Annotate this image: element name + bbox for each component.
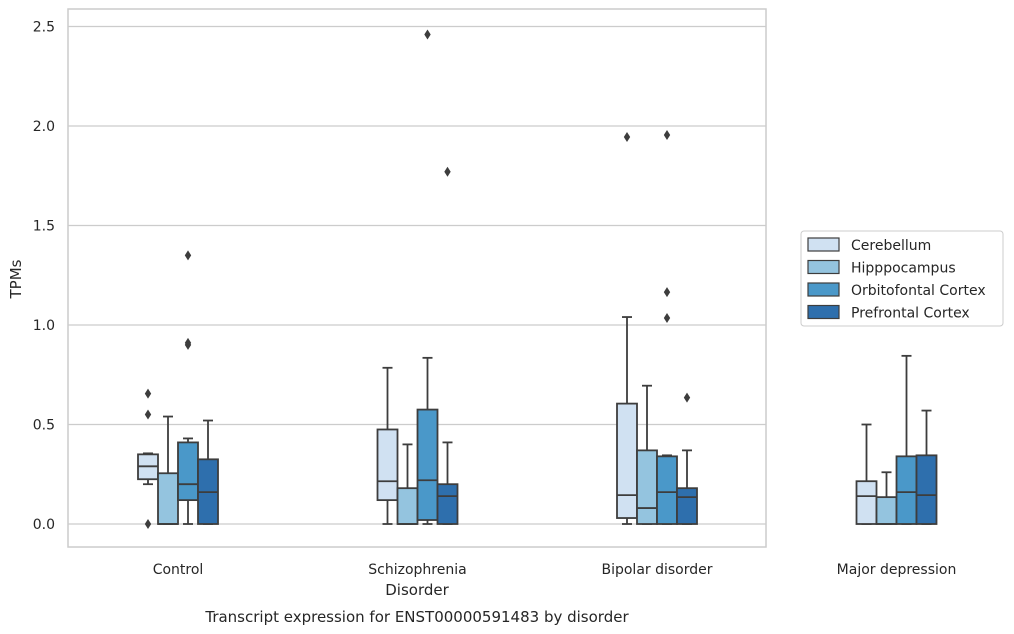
- outlier-point: [184, 250, 192, 261]
- legend: Cerebellum Hipppocampus Orbitofontal Corte…: [800, 230, 1004, 327]
- box-hipppocampus: [396, 443, 419, 525]
- plot-frame: [67, 8, 767, 548]
- outlier-point: [184, 337, 192, 348]
- chart-caption: Transcript expression for ENST0000059148…: [204, 608, 629, 626]
- outlier-point: [623, 131, 631, 142]
- x-tick-label: Control: [153, 562, 204, 578]
- outlier-point: [424, 29, 431, 40]
- box-cerebellum: [616, 131, 638, 525]
- legend-swatch: [807, 282, 840, 297]
- legend-label: Cerebellum: [851, 238, 931, 254]
- box-prefrontal-cortex: [915, 409, 938, 525]
- outlier-point: [444, 166, 451, 177]
- box-body: [875, 496, 898, 525]
- box-prefrontal-cortex: [197, 419, 219, 525]
- box-body: [636, 449, 658, 525]
- y-tick-labels: 0.0 0.5 1.0 1.5 2.0 2.5: [33, 20, 55, 534]
- legend-swatch: [807, 259, 840, 275]
- box-hipppocampus: [636, 384, 658, 525]
- legend-swatch: [807, 304, 840, 320]
- y-tick-label: 2.0: [33, 119, 55, 135]
- box-cerebellum: [137, 388, 159, 529]
- outlier-point: [683, 392, 691, 403]
- box-body: [855, 480, 878, 525]
- box-hipppocampus: [875, 471, 898, 525]
- box-layer: [137, 29, 938, 529]
- legend-label: Orbitofontal Cortex: [851, 283, 986, 299]
- box-body: [915, 454, 938, 525]
- y-tick-label: 0.0: [33, 517, 55, 533]
- box-orbitofontal-cortex: [177, 250, 199, 525]
- box-body: [416, 408, 439, 521]
- box-cerebellum: [376, 366, 399, 525]
- outlier-point: [144, 409, 152, 420]
- box-orbitofontal-cortex: [656, 129, 678, 525]
- legend-swatch: [807, 237, 840, 252]
- box-orbitofontal-cortex: [895, 309, 918, 525]
- y-tick-label: 2.5: [33, 20, 55, 36]
- y-tick-label: 1.0: [33, 318, 55, 334]
- box-prefrontal-cortex: [676, 392, 698, 525]
- y-axis-title: TPMs: [7, 259, 25, 299]
- box-body: [895, 455, 918, 525]
- box-body: [656, 455, 678, 525]
- legend-label: Hipppocampus: [851, 261, 956, 277]
- legend-frame: [800, 230, 1004, 327]
- x-axis-title: Disorder: [385, 581, 449, 599]
- outlier-point: [663, 287, 671, 298]
- box-body: [376, 428, 399, 502]
- box-body: [436, 483, 459, 525]
- box-body: [616, 402, 638, 519]
- x-tick-label: Bipolar disorder: [601, 562, 712, 578]
- outlier-point: [663, 129, 671, 140]
- box-body: [177, 441, 199, 502]
- box-hipppocampus: [157, 415, 179, 525]
- box-body: [676, 487, 698, 525]
- outlier-point: [144, 519, 152, 529]
- box-orbitofontal-cortex: [416, 29, 439, 525]
- x-tick-label: Schizophrenia: [368, 562, 466, 578]
- x-tick-label: Major depression: [837, 562, 957, 578]
- box-cerebellum: [855, 423, 878, 525]
- box-prefrontal-cortex: [436, 166, 459, 525]
- box-body: [157, 472, 179, 525]
- box-body: [396, 487, 419, 525]
- y-tick-label: 0.5: [33, 418, 55, 434]
- outlier-point: [144, 388, 152, 399]
- y-tick-label: 1.5: [33, 219, 55, 235]
- outlier-point: [663, 313, 671, 324]
- x-tick-labels: Control Schizophrenia Bipolar disorder Majo…: [153, 562, 957, 578]
- legend-label: Prefrontal Cortex: [851, 306, 970, 322]
